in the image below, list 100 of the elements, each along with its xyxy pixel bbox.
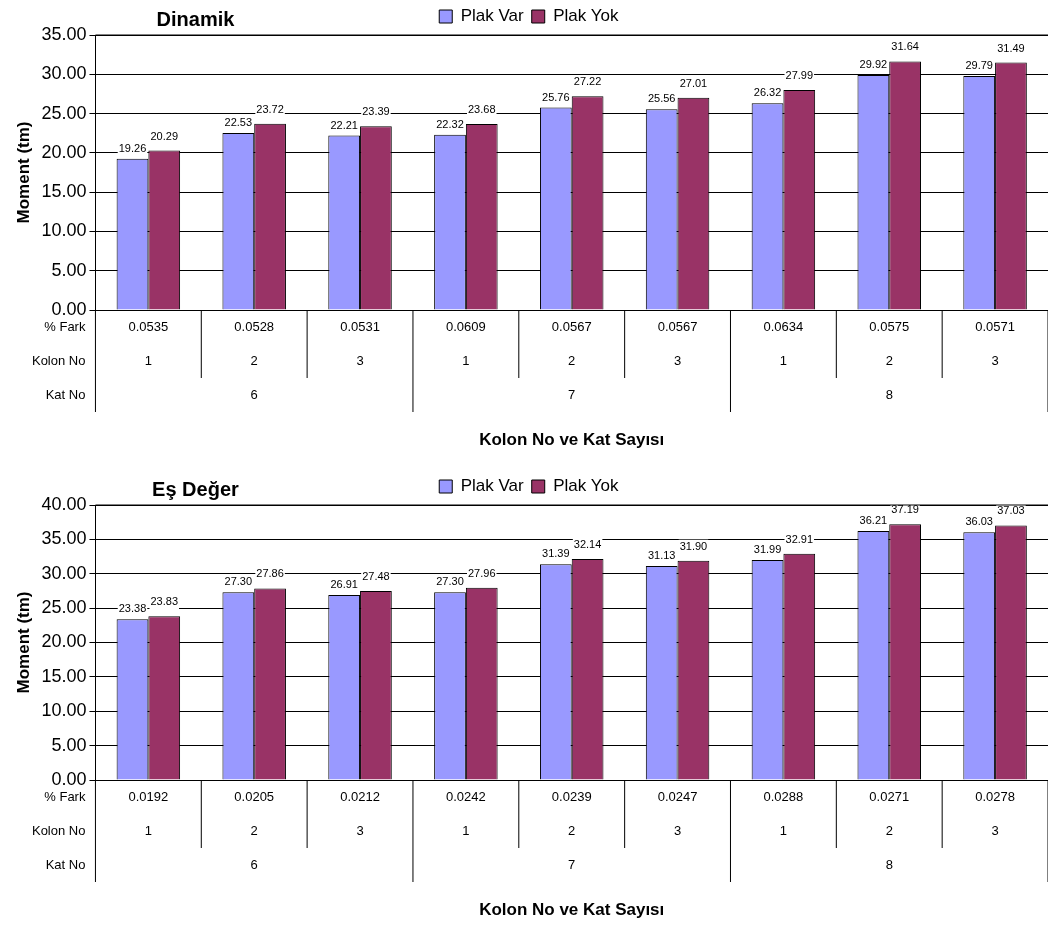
text: 3 <box>991 822 999 838</box>
data-label: 37.19 <box>891 503 919 516</box>
x-tick-label: 0.0212 <box>340 788 380 804</box>
text: 3 <box>356 352 364 368</box>
text: 2 <box>250 822 258 838</box>
data-label: 20.29 <box>150 129 179 142</box>
legend-label: Plak Var <box>460 476 525 496</box>
x-tick-label: 0.0271 <box>869 788 910 804</box>
text: 1 <box>779 822 788 838</box>
data-label: 27.22 <box>573 75 602 88</box>
y-tick-label: 40.00 <box>41 493 87 514</box>
text: % Fark <box>44 318 86 334</box>
legend-label: Plak Yok <box>553 476 619 496</box>
text: 2 <box>250 352 258 368</box>
x-tick-label: 0.0239 <box>551 788 592 804</box>
y-tick-label: 15.00 <box>41 665 87 686</box>
text: Kolon No <box>31 822 86 838</box>
y-tick-label: 25.00 <box>41 597 87 618</box>
data-label: 31.39 <box>542 547 570 560</box>
data-label: 27.86 <box>256 567 284 580</box>
y-tick-label: 5.00 <box>51 734 87 755</box>
y-tick-label: 10.00 <box>41 700 87 721</box>
text: 3 <box>356 822 364 838</box>
text: 2 <box>568 822 576 838</box>
data-label: 25.76 <box>542 90 570 103</box>
data-label: 31.49 <box>997 41 1025 54</box>
y-tick-label: 35.00 <box>41 528 87 549</box>
text: Kat No <box>45 386 86 402</box>
text: 8 <box>885 386 893 402</box>
data-label: 22.21 <box>330 118 358 131</box>
x-axis-title: Kolon No ve Kat Sayısı <box>479 899 665 919</box>
x-tick-label: 0.0535 <box>128 318 169 334</box>
x-tick-label: 0.0242 <box>446 788 486 804</box>
text: Kolon No <box>31 352 86 368</box>
data-label: 23.68 <box>467 102 496 115</box>
text: 6 <box>250 856 258 872</box>
data-label: 36.21 <box>859 514 888 527</box>
y-tick-label: 30.00 <box>41 562 87 583</box>
data-label: 29.92 <box>859 57 888 70</box>
x-tick-label: 0.0247 <box>657 788 698 804</box>
y-tick-label: 15.00 <box>41 181 87 202</box>
data-label: 27.99 <box>785 69 814 82</box>
data-label: 22.32 <box>436 117 464 130</box>
text: 1 <box>144 822 152 838</box>
data-label: 36.03 <box>965 515 993 528</box>
data-label: 32.14 <box>573 538 602 551</box>
data-label: 31.99 <box>753 543 782 556</box>
x-tick-label: 0.0531 <box>340 318 380 334</box>
x-tick-label: 0.0528 <box>234 318 275 334</box>
text: 7 <box>568 856 576 872</box>
data-label: 23.39 <box>362 105 390 118</box>
text: 3 <box>673 352 682 368</box>
data-label: 23.38 <box>118 602 147 615</box>
data-label: 26.32 <box>753 86 782 99</box>
y-tick-label: 25.00 <box>41 102 87 123</box>
legend-label: Plak Var <box>460 6 525 26</box>
x-tick-label: 0.0205 <box>234 788 275 804</box>
data-label: 23.83 <box>150 595 179 608</box>
x-tick-label: 0.0192 <box>128 788 169 804</box>
y-tick-label: 0.00 <box>51 768 87 789</box>
chart-title: Eş Değer <box>152 477 240 500</box>
x-tick-label: 0.0278 <box>975 788 1015 804</box>
data-label: 23.72 <box>256 102 284 115</box>
text: Kat No <box>45 856 86 872</box>
x-tick-label: 0.0567 <box>551 318 592 334</box>
data-label: 31.64 <box>891 40 919 53</box>
text: % Fark <box>44 788 86 804</box>
y-tick-label: 5.00 <box>51 259 87 280</box>
text: 8 <box>885 856 893 872</box>
text: 1 <box>462 822 470 838</box>
data-label: 31.90 <box>679 539 708 552</box>
data-label: 27.01 <box>679 76 708 89</box>
text: 7 <box>568 386 576 402</box>
y-axis-title: Moment (tm) <box>13 591 33 694</box>
x-tick-label: 0.0567 <box>657 318 698 334</box>
x-tick-label: 0.0609 <box>446 318 486 334</box>
chart-title: Dinamik <box>156 7 236 30</box>
y-tick-label: 30.00 <box>41 63 87 84</box>
data-label: 19.26 <box>118 141 147 154</box>
data-label: 37.03 <box>997 504 1025 517</box>
x-tick-label: 0.0575 <box>869 318 910 334</box>
text: 1 <box>779 352 788 368</box>
y-tick-label: 0.00 <box>51 298 87 319</box>
text: 2 <box>568 352 576 368</box>
text: 2 <box>885 822 893 838</box>
data-label: 27.30 <box>436 575 464 588</box>
data-label: 27.48 <box>362 570 390 583</box>
x-tick-label: 0.0288 <box>763 788 804 804</box>
y-tick-label: 20.00 <box>41 141 87 162</box>
data-label: 29.79 <box>965 58 993 71</box>
text: 3 <box>673 822 682 838</box>
y-axis-title: Moment (tm) <box>13 121 33 224</box>
text: 1 <box>144 352 152 368</box>
data-label: 32.91 <box>785 532 814 545</box>
x-tick-label: 0.0634 <box>763 318 804 334</box>
x-axis-title: Kolon No ve Kat Sayısı <box>479 429 665 449</box>
text: 6 <box>250 386 258 402</box>
y-tick-label: 35.00 <box>41 23 87 44</box>
text: 3 <box>991 352 999 368</box>
y-tick-label: 20.00 <box>41 631 87 652</box>
